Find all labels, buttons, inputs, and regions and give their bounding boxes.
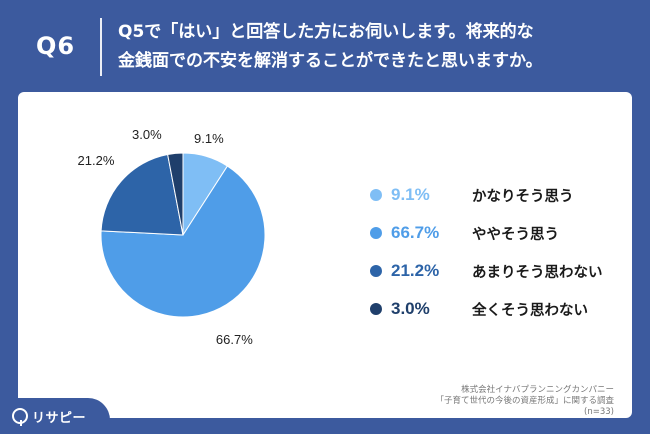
search-pin-icon — [12, 408, 28, 426]
slice-label: 21.2% — [77, 153, 115, 169]
question-line-1: Q5で「はい」と回答した方にお伺いします。将来的な — [118, 22, 534, 42]
legend-label: ややそう思う — [472, 226, 559, 243]
slice-mattaku — [167, 152, 184, 236]
brand-logo: リサピー — [0, 398, 110, 434]
legend-label: かなりそう思う — [472, 188, 574, 205]
chart-card: 9.1% 66.7% 21.2% 3.0% — [18, 92, 632, 418]
source-sample: (n=33) — [584, 407, 614, 417]
legend: 9.1% かなりそう思う 66.7% ややそう思う 21.2% あまりそう思わな… — [370, 176, 640, 328]
legend-item: 66.7% ややそう思う — [370, 214, 640, 252]
source-company: 株式会社イナバプランニングカンパニー — [461, 385, 614, 395]
slice-label: 66.7% — [215, 331, 253, 347]
slice-yaya — [100, 165, 266, 318]
question-number: Q6 — [36, 32, 76, 60]
question-text: Q5で「はい」と回答した方にお伺いします。将来的な 金銭面での不安を解消すること… — [118, 18, 638, 76]
slice-label: 3.0% — [132, 127, 162, 142]
legend-item: 9.1% かなりそう思う — [370, 176, 640, 214]
header-divider — [100, 18, 102, 76]
source-note: 株式会社イナバプランニングカンパニー 「子育て世代の今後の資産形成」に関する調査… — [435, 385, 614, 418]
legend-label: 全くそう思わない — [472, 302, 588, 319]
pie-chart — [100, 152, 266, 318]
slice-label: 9.1% — [194, 131, 224, 146]
legend-marker — [370, 303, 382, 315]
slice-amari — [100, 153, 184, 236]
legend-percent: 9.1% — [391, 185, 430, 204]
legend-percent: 66.7% — [391, 223, 440, 242]
legend-marker — [370, 189, 382, 201]
legend-item: 21.2% あまりそう思わない — [370, 252, 640, 290]
legend-marker — [370, 227, 382, 239]
legend-item: 3.0% 全くそう思わない — [370, 290, 640, 328]
header: Q6 Q5で「はい」と回答した方にお伺いします。将来的な 金銭面での不安を解消す… — [0, 0, 650, 92]
source-survey: 「子育て世代の今後の資産形成」に関する調査 — [435, 396, 614, 406]
brand-name: リサピー — [32, 411, 87, 426]
question-line-2: 金銭面での不安を解消することができたと思いますか。 — [118, 51, 543, 71]
legend-percent: 3.0% — [391, 299, 430, 318]
legend-percent: 21.2% — [391, 261, 440, 280]
legend-label: あまりそう思わない — [472, 264, 603, 281]
legend-marker — [370, 265, 382, 277]
